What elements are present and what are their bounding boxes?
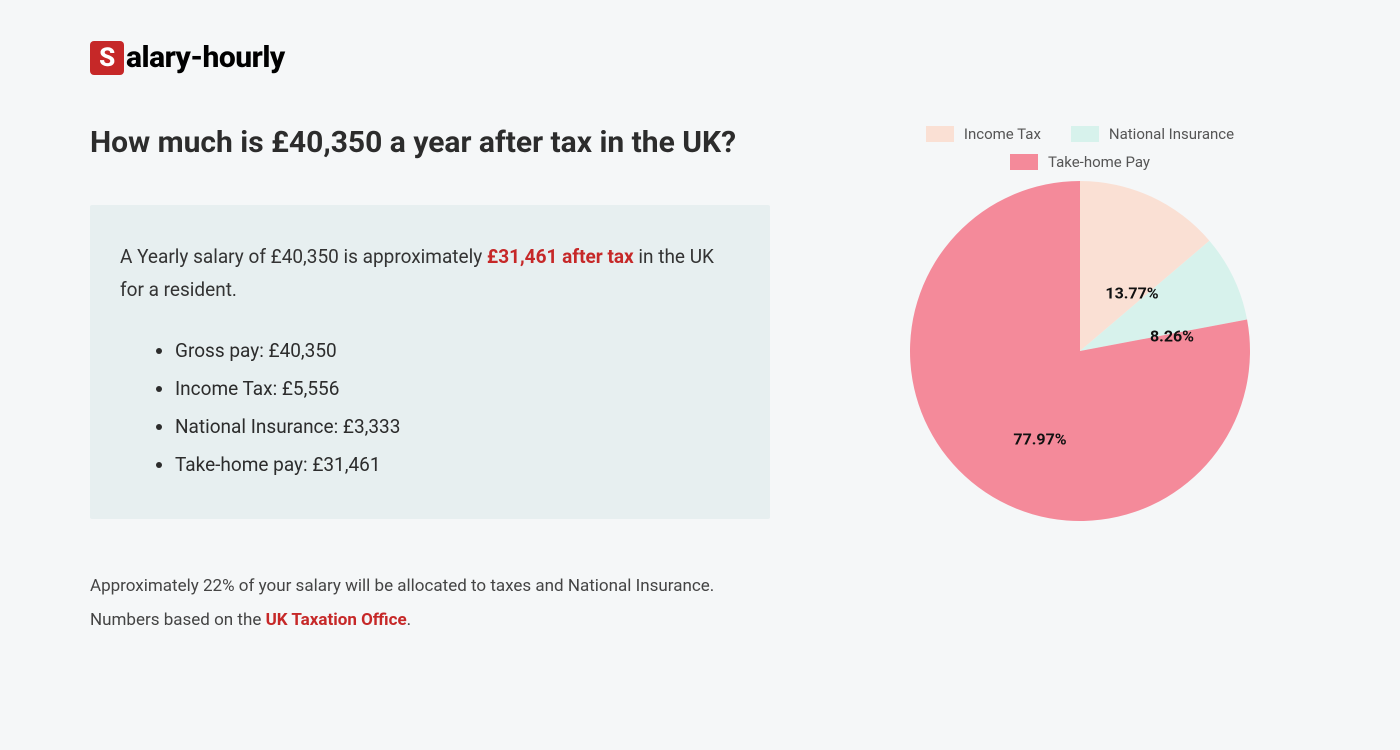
breakdown-list: Gross pay: £40,350Income Tax: £5,556Nati… [120, 332, 740, 484]
summary-highlight: £31,461 after tax [487, 245, 634, 268]
summary-box: A Yearly salary of £40,350 is approximat… [90, 205, 770, 519]
site-logo: Salary-hourly [90, 40, 1310, 75]
legend-item: Take-home Pay [1010, 153, 1150, 171]
legend-item: National Insurance [1071, 125, 1234, 143]
pie-chart: 13.77% 8.26% 77.97% [910, 181, 1250, 521]
legend-item: Income Tax [926, 125, 1041, 143]
pie-legend: Income Tax National Insurance Take-home Pa… [890, 125, 1270, 171]
legend-swatch [926, 126, 954, 142]
pie-slice-label: 8.26% [1150, 327, 1194, 346]
breakdown-item: Gross pay: £40,350 [175, 332, 740, 370]
legend-swatch [1010, 154, 1038, 170]
legend-swatch [1071, 126, 1099, 142]
legend-label: National Insurance [1109, 125, 1234, 143]
right-column: Income Tax National Insurance Take-home Pa… [850, 125, 1310, 638]
summary-intro: A Yearly salary of £40,350 is approximat… [120, 240, 740, 307]
logo-text: alary-hourly [126, 40, 285, 75]
taxation-office-link[interactable]: UK Taxation Office [266, 610, 407, 630]
footnote-line2-suffix: . [407, 610, 411, 630]
logo-badge: S [90, 41, 124, 75]
left-column: How much is £40,350 a year after tax in … [90, 125, 770, 638]
main-content: How much is £40,350 a year after tax in … [90, 125, 1310, 638]
page-title: How much is £40,350 a year after tax in … [90, 125, 770, 160]
breakdown-item: Take-home pay: £31,461 [175, 446, 740, 484]
legend-label: Income Tax [964, 125, 1041, 143]
pie-svg [910, 181, 1250, 521]
footnote: Approximately 22% of your salary will be… [90, 569, 770, 639]
footnote-line2-prefix: Numbers based on the [90, 610, 266, 630]
footnote-line1: Approximately 22% of your salary will be… [90, 576, 714, 596]
pie-slice-label: 13.77% [1105, 284, 1158, 303]
breakdown-item: National Insurance: £3,333 [175, 408, 740, 446]
summary-prefix: A Yearly salary of £40,350 is approximat… [120, 245, 487, 268]
legend-label: Take-home Pay [1048, 153, 1150, 171]
pie-slice-label: 77.97% [1013, 430, 1066, 449]
breakdown-item: Income Tax: £5,556 [175, 370, 740, 408]
